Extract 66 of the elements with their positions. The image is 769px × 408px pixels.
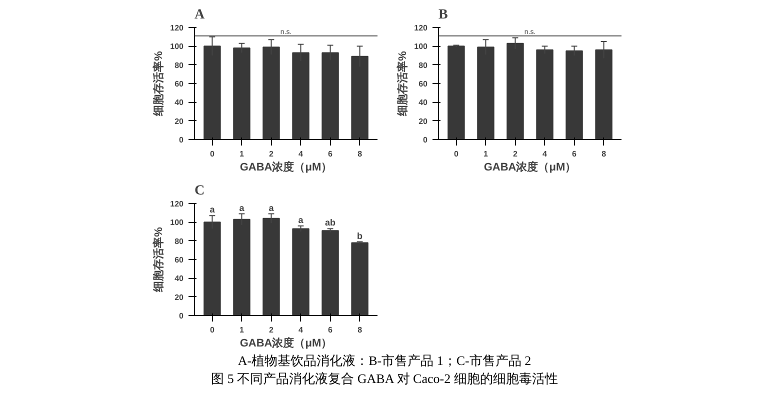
y-tick-label: 80 — [174, 236, 184, 246]
y-tick-label: 60 — [174, 80, 184, 88]
y-tick-label: 40 — [174, 98, 184, 108]
x-tick-label: 6 — [328, 150, 334, 158]
y-tick-label: 120 — [414, 24, 428, 32]
x-tick-label: 0 — [454, 150, 459, 158]
x-tick-label: 6 — [328, 326, 334, 334]
chart-title: B — [438, 8, 448, 22]
x-tick-label: 0 — [210, 150, 215, 158]
bar — [566, 50, 583, 140]
x-axis-title: GABA浓度（μM） — [240, 336, 332, 350]
y-axis-title: 细胞存活率% — [152, 226, 166, 293]
y-tick-label: 0 — [179, 312, 184, 320]
y-tick-label: 100 — [414, 42, 428, 52]
y-tick-label: 60 — [418, 80, 428, 88]
bar — [262, 218, 280, 316]
chart-title: A — [194, 8, 206, 22]
x-tick-label: 4 — [298, 326, 304, 334]
y-axis-title: 细胞存活率% — [396, 50, 410, 117]
y-tick-label: 20 — [174, 116, 184, 126]
x-axis-title: GABA浓度（μM） — [240, 160, 332, 174]
y-tick-label: 40 — [418, 98, 428, 108]
annotation: a — [239, 202, 246, 213]
y-tick-label: 0 — [423, 136, 428, 144]
x-tick-label: 0 — [210, 326, 215, 334]
x-axis-title: GABA浓度（μM） — [484, 160, 576, 174]
bar — [322, 230, 339, 316]
y-tick-label: 20 — [174, 292, 184, 302]
x-tick-label: 1 — [240, 326, 244, 334]
bar — [536, 49, 554, 140]
bar — [506, 42, 524, 140]
x-tick-label: 2 — [269, 150, 274, 158]
x-tick-label: 2 — [513, 150, 518, 158]
bar — [233, 48, 250, 140]
bar — [292, 228, 310, 316]
x-tick-label: 8 — [358, 150, 363, 158]
x-tick-label: 6 — [572, 150, 578, 158]
text: A-植物基饮品消化液：B-市售产品 1；C-市售产品 2 — [238, 352, 532, 370]
y-tick-label: 40 — [174, 274, 184, 284]
y-tick-label: 20 — [418, 116, 428, 126]
annotation: b — [357, 230, 364, 241]
x-tick-label: 1 — [484, 150, 488, 158]
x-tick-label: 8 — [358, 326, 363, 334]
x-tick-label: 1 — [240, 150, 244, 158]
bar — [448, 46, 465, 140]
y-tick-label: 100 — [170, 42, 184, 52]
bar — [233, 218, 250, 316]
annotation: ab — [325, 218, 336, 228]
x-tick-label: 4 — [298, 150, 304, 158]
x-tick-label: 4 — [542, 150, 548, 158]
y-tick-label: 80 — [418, 60, 428, 70]
x-tick-label: 2 — [269, 326, 274, 334]
y-tick-label: 120 — [170, 24, 184, 32]
y-tick-label: 60 — [174, 256, 184, 264]
x-tick-label: 8 — [602, 150, 607, 158]
annotation: a — [268, 202, 275, 213]
bar — [351, 242, 368, 316]
y-axis-title: 细胞存活率% — [152, 50, 166, 117]
chart-title: C — [194, 184, 205, 198]
caption: 图 5 不同产品消化液复合 GABA 对 Caco-2 细胞的细胞毒活性 — [211, 370, 558, 388]
y-tick-label: 0 — [179, 136, 184, 144]
y-tick-label: 120 — [170, 200, 184, 208]
annotation: a — [298, 214, 304, 225]
y-tick-label: 80 — [174, 60, 184, 70]
y-tick-label: 100 — [170, 218, 184, 228]
annotation: a — [210, 204, 216, 215]
